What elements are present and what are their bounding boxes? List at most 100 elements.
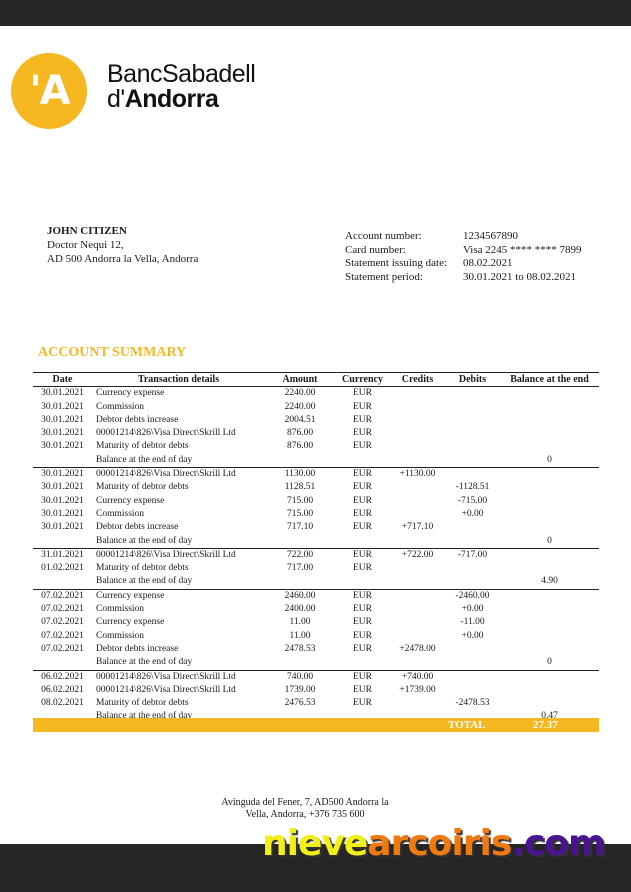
currency-cell: EUR xyxy=(353,684,372,695)
column-header: Date xyxy=(33,371,92,388)
debit-cell xyxy=(445,468,500,482)
debit-cell xyxy=(445,401,500,414)
debit-cell: +0.00 xyxy=(461,508,484,519)
table-row: 07.02.2021 Commission 11.00 EUR +0.00 xyxy=(33,630,599,643)
currency-cell: EUR xyxy=(353,401,372,412)
date-cell xyxy=(33,656,92,671)
account-row: Card number: Visa 2245 **** **** 7899 xyxy=(345,244,582,258)
column-header: Balance at the end xyxy=(500,371,599,388)
balance-cell xyxy=(500,481,599,494)
debit-cell xyxy=(445,440,500,453)
balance-cell: 4.90 xyxy=(500,575,599,590)
client-info: JOHN CITIZEN Doctor Nequi 12, AD 500 And… xyxy=(47,224,198,266)
details-cell: Balance at the end of day xyxy=(92,453,265,469)
balance-cell xyxy=(500,562,599,575)
date-cell: 31.01.2021 xyxy=(41,549,84,560)
amount-cell: 1130.00 xyxy=(284,469,316,480)
balance-cell xyxy=(500,630,599,643)
balance-cell xyxy=(500,508,599,521)
table-row: 30.01.2021 Debtor debts increase 717.10 EUR… xyxy=(33,521,599,534)
debit-cell xyxy=(445,684,500,697)
debit-cell: -2460.00 xyxy=(455,590,490,601)
date-cell: 30.01.2021 xyxy=(41,441,84,452)
footer-address: Avinguda del Fener, 7, AD500 Andorra la … xyxy=(195,797,415,821)
details-cell: Currency expense xyxy=(96,495,165,506)
details-cell: Debtor debts increase xyxy=(96,522,179,533)
table-row: 30.01.2021 Commission 715.00 EUR +0.00 xyxy=(33,508,599,521)
debit-cell xyxy=(445,562,500,575)
transactions-table: Date Transaction details Amount Currency Cre… xyxy=(33,371,599,724)
details-cell: Balance at the end of day xyxy=(92,534,265,549)
table-row: 01.02.2021 Maturity of debtor debts 717.00… xyxy=(33,562,599,575)
credit-cell xyxy=(390,414,445,427)
currency-cell xyxy=(335,453,390,469)
balance-row: Balance at the end of day 0 xyxy=(33,534,599,549)
credit-cell xyxy=(390,508,445,521)
currency-cell: EUR xyxy=(353,482,372,493)
currency-cell: EUR xyxy=(353,563,372,574)
details-cell: 00001214\826\Visa Direct\Skrill Ltd xyxy=(96,469,236,480)
bank-logo-icon: 'A xyxy=(11,53,87,129)
amount-cell: 11.00 xyxy=(289,617,311,628)
table-row: 30.01.2021 Maturity of debtor debts 1128.5… xyxy=(33,481,599,494)
details-cell: Balance at the end of day xyxy=(96,711,193,722)
debit-cell xyxy=(445,414,500,427)
balance-cell xyxy=(500,684,599,697)
table-row: 30.01.2021 Currency expense 2240.00 EUR xyxy=(33,387,599,401)
credit-cell xyxy=(390,401,445,414)
details-cell: Commission xyxy=(96,604,145,615)
credit-cell: +1130.00 xyxy=(399,469,436,480)
details-cell: Balance at the end of day xyxy=(92,656,265,671)
debit-cell xyxy=(445,534,500,549)
amount-cell: 2240.00 xyxy=(284,388,316,399)
balance-cell xyxy=(500,643,599,656)
debit-cell xyxy=(445,643,500,656)
date-cell: 07.02.2021 xyxy=(41,630,84,641)
debit-cell xyxy=(445,387,500,401)
account-row: Statement period: 30.01.2021 to 08.02.202… xyxy=(345,271,582,285)
balance-cell xyxy=(500,387,599,401)
account-label: Account number: xyxy=(345,230,422,242)
currency-cell: EUR xyxy=(353,428,372,439)
client-address-1: Doctor Nequi 12, xyxy=(47,239,124,251)
amount-cell: 715.00 xyxy=(286,508,314,519)
balance-cell xyxy=(500,616,599,629)
client-address-2: AD 500 Andorra la Vella, Andorra xyxy=(47,253,199,265)
credit-cell xyxy=(390,575,445,590)
footer-line-1: Avinguda del Fener, 7, AD500 Andorra la xyxy=(221,797,389,808)
currency-cell: EUR xyxy=(353,441,372,452)
currency-cell: EUR xyxy=(353,495,372,506)
balance-row: Balance at the end of day 0 xyxy=(33,656,599,671)
currency-cell: EUR xyxy=(353,508,372,519)
table-row: 07.02.2021 Currency expense 2460.00 EUR -246… xyxy=(33,589,599,603)
total-label: TOTAL xyxy=(448,719,486,731)
table-row: 07.02.2021 Commission 2400.00 EUR +0.00 xyxy=(33,603,599,616)
date-cell: 08.02.2021 xyxy=(41,698,84,709)
amount-cell: 722.00 xyxy=(286,549,314,560)
account-value: 08.02.2021 xyxy=(463,257,513,269)
amount-cell xyxy=(265,656,335,671)
currency-cell xyxy=(335,575,390,590)
amount-cell: 717.10 xyxy=(286,522,314,533)
total-bar: TOTAL 27.37 xyxy=(33,718,599,732)
account-value: 30.01.2021 to 08.02.2021 xyxy=(463,270,577,283)
account-row: Statement issuing date: 08.02.2021 xyxy=(345,257,582,271)
bank-name-prefix: d' xyxy=(107,85,125,113)
debit-cell xyxy=(445,453,500,469)
currency-cell: EUR xyxy=(353,388,372,399)
credit-cell: +740.00 xyxy=(401,671,434,682)
balance-row: Balance at the end of day 0 xyxy=(33,453,599,469)
table-row: 30.01.2021 Currency expense 715.00 EUR -715.… xyxy=(33,495,599,508)
bottom-bar xyxy=(0,844,631,892)
credit-cell xyxy=(390,495,445,508)
amount-cell: 2460.00 xyxy=(284,590,316,601)
amount-cell: 1739.00 xyxy=(284,684,316,695)
date-cell: 30.01.2021 xyxy=(41,482,84,493)
balance-cell xyxy=(500,670,599,684)
credit-cell xyxy=(390,481,445,494)
amount-cell xyxy=(265,575,335,590)
balance-cell xyxy=(500,521,599,534)
debit-cell: -717.00 xyxy=(457,549,488,560)
balance-cell xyxy=(500,401,599,414)
balance-cell xyxy=(500,440,599,453)
